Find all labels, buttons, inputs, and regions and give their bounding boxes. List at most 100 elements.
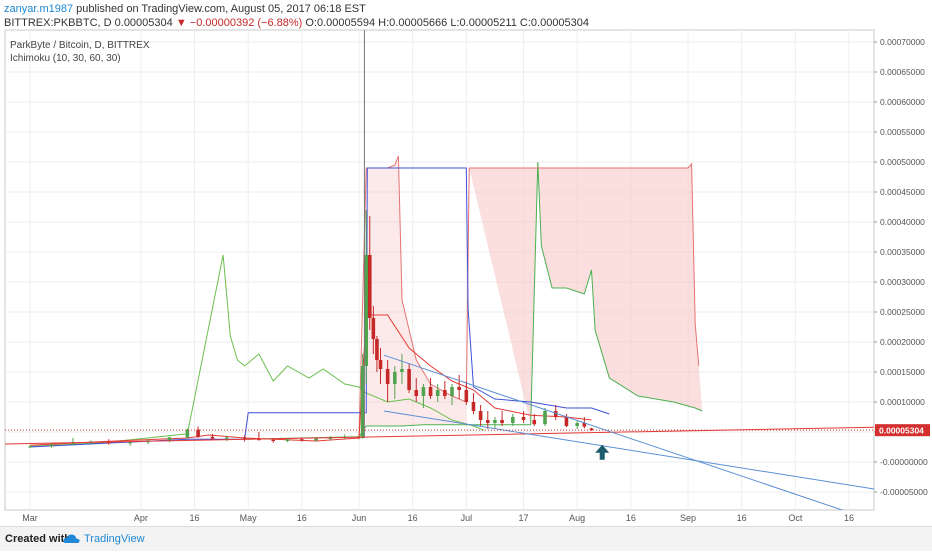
candle-body	[589, 428, 594, 431]
tenkan-sen-line	[29, 314, 592, 446]
candle-body	[375, 339, 379, 360]
candle-body	[360, 366, 365, 438]
candle-body	[500, 420, 504, 423]
candle-body	[71, 442, 75, 445]
publish-line: zanyar.m1987 published on TradingView.co…	[4, 3, 366, 15]
x-tick-label: 17	[519, 513, 529, 523]
candle-body	[582, 423, 587, 427]
candle-body	[128, 442, 132, 444]
high-value: H:0.00005666	[378, 17, 448, 29]
x-tick-label: Jul	[461, 513, 473, 523]
y-tick-label: 0.00020000	[880, 337, 925, 347]
tradingview-link[interactable]: TradingView	[84, 533, 145, 545]
chart-title: ParkByte / Bitcoin, D, BITTREX	[10, 40, 150, 51]
candle-body	[328, 438, 333, 439]
kumo-cloud	[469, 162, 703, 425]
candle-body	[285, 439, 290, 441]
candle-body	[257, 439, 261, 441]
candle-body	[300, 439, 304, 441]
candle-body	[553, 411, 558, 417]
up-arrow-icon	[595, 444, 610, 460]
y-tick-label: 0.00060000	[880, 97, 925, 107]
candle-body	[28, 446, 32, 448]
x-tick-label: 16	[844, 513, 854, 523]
candle-body	[478, 411, 483, 420]
author-link[interactable]: zanyar.m1987	[4, 3, 74, 15]
candle-body	[371, 318, 376, 339]
candle-body	[511, 417, 515, 423]
candle-body	[196, 429, 200, 437]
x-tick-label: Mar	[22, 513, 38, 523]
x-tick-label: 16	[297, 513, 307, 523]
candle-body	[471, 402, 476, 411]
ohlc-line: BITTREX:PKBBTC, D 0.00005304 ▼ −0.000003…	[4, 17, 589, 29]
trendline	[383, 410, 874, 490]
candle-body	[414, 390, 419, 396]
low-value: L:0.00005211	[450, 17, 517, 29]
candle-body	[392, 372, 397, 384]
candle-body	[464, 390, 469, 402]
cloud-logo-icon	[63, 534, 80, 543]
candle-body	[385, 369, 390, 384]
kijun-sen-line	[29, 167, 610, 448]
candle-body	[457, 387, 461, 390]
y-tick-label: 0.00045000	[880, 187, 925, 197]
candle-body	[314, 438, 318, 441]
candle-body	[224, 437, 229, 439]
candle-body	[564, 417, 569, 426]
candle-body	[242, 437, 247, 440]
candle-body	[435, 390, 440, 396]
candle-body	[378, 360, 383, 369]
plot-layer	[5, 30, 874, 510]
y-tick-label: 0.00055000	[880, 127, 925, 137]
y-tick-label: 0.00065000	[880, 67, 925, 77]
candle-body	[543, 411, 547, 425]
y-tick-label: 0.00035000	[880, 247, 925, 257]
x-tick-label: Apr	[134, 513, 148, 523]
created-with-label: Created with	[5, 533, 72, 545]
candle-body	[532, 420, 537, 425]
y-tick-label: 0.00015000	[880, 367, 925, 377]
candle-body	[443, 390, 447, 396]
candle-body	[367, 255, 372, 318]
candle-body	[106, 441, 111, 444]
candle-body	[185, 429, 190, 438]
y-tick-label: 0.00070000	[880, 37, 925, 47]
last-price-badge	[875, 424, 930, 437]
candle-body	[485, 420, 490, 423]
candle-body	[271, 439, 276, 441]
x-tick-label: Aug	[569, 513, 585, 523]
candle-body	[428, 387, 433, 396]
y-tick-label: 0.00010000	[880, 397, 925, 407]
candle-body	[364, 255, 368, 366]
candle-body	[450, 387, 454, 396]
last-value: 0.00005304	[114, 17, 173, 29]
y-tick-label: -0.00005000	[880, 487, 928, 497]
open-value: O:0.00005594	[305, 17, 376, 29]
change-value: ▼ −0.00000392 (−6.88%)	[175, 17, 303, 29]
senkou-span-b-line	[244, 161, 703, 440]
candle-body	[521, 417, 526, 420]
trendline	[383, 354, 844, 510]
symbol-label: BITTREX:PKBBTC, D	[4, 17, 112, 29]
y-tick-label: 0.00030000	[880, 277, 925, 287]
x-tick-label: May	[240, 513, 258, 523]
published-text: published on TradingView.com, August 05,…	[76, 3, 366, 15]
y-tick-label: 0.00040000	[880, 217, 925, 227]
kumo-cloud-early	[366, 156, 467, 426]
indicator-label: Ichimoku (10, 30, 60, 30)	[10, 53, 121, 64]
candle-body	[400, 369, 404, 372]
candle-body	[407, 369, 411, 390]
x-tick-label: Sep	[680, 513, 696, 523]
x-tick-label: 16	[190, 513, 200, 523]
x-tick-label: 16	[626, 513, 636, 523]
candle-body	[493, 420, 497, 423]
candle-body	[210, 436, 215, 439]
footer-bar: Created with TradingView	[0, 526, 932, 551]
candle-body	[49, 444, 54, 447]
x-tick-label: 16	[408, 513, 418, 523]
candle-body	[575, 423, 579, 426]
candle-body	[421, 387, 426, 396]
